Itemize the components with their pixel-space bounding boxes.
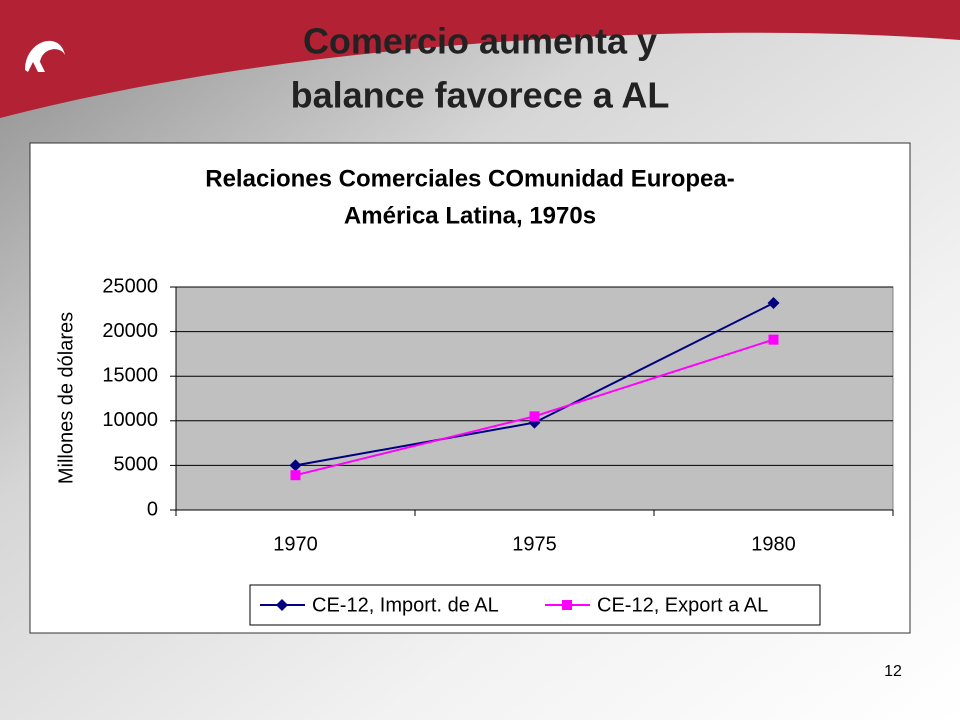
x-tick-label: 1975 [512, 533, 557, 555]
y-tick-label: 5000 [114, 454, 159, 476]
slide-title: Comercio aumenta y [303, 21, 657, 62]
marker [290, 470, 301, 481]
y-tick-label: 10000 [102, 409, 158, 431]
marker [768, 334, 779, 345]
chart-title: América Latina, 1970s [344, 202, 596, 229]
y-tick-label: 20000 [102, 320, 158, 342]
y-tick-label: 15000 [102, 364, 158, 386]
marker [289, 459, 302, 472]
x-tick-label: 1980 [751, 533, 796, 555]
header-band [0, 0, 960, 118]
slide-title: balance favorece a AL [291, 75, 670, 116]
marker [562, 600, 572, 610]
page-number: 12 [884, 663, 902, 680]
x-tick-label: 1970 [273, 533, 318, 555]
legend-label: CE-12, Export a AL [597, 594, 768, 616]
marker [276, 599, 288, 611]
chart-title: Relaciones Comerciales COmunidad Europea… [205, 165, 735, 192]
legend [249, 584, 821, 626]
marker [767, 297, 780, 310]
legend-label: CE-12, Import. de AL [312, 594, 499, 616]
logo [25, 40, 65, 72]
y-tick-label: 0 [147, 498, 158, 520]
marker [529, 411, 540, 422]
y-axis-label: Millones de dólares [55, 312, 77, 484]
y-tick-label: 25000 [102, 275, 158, 297]
plot-background [175, 286, 894, 511]
